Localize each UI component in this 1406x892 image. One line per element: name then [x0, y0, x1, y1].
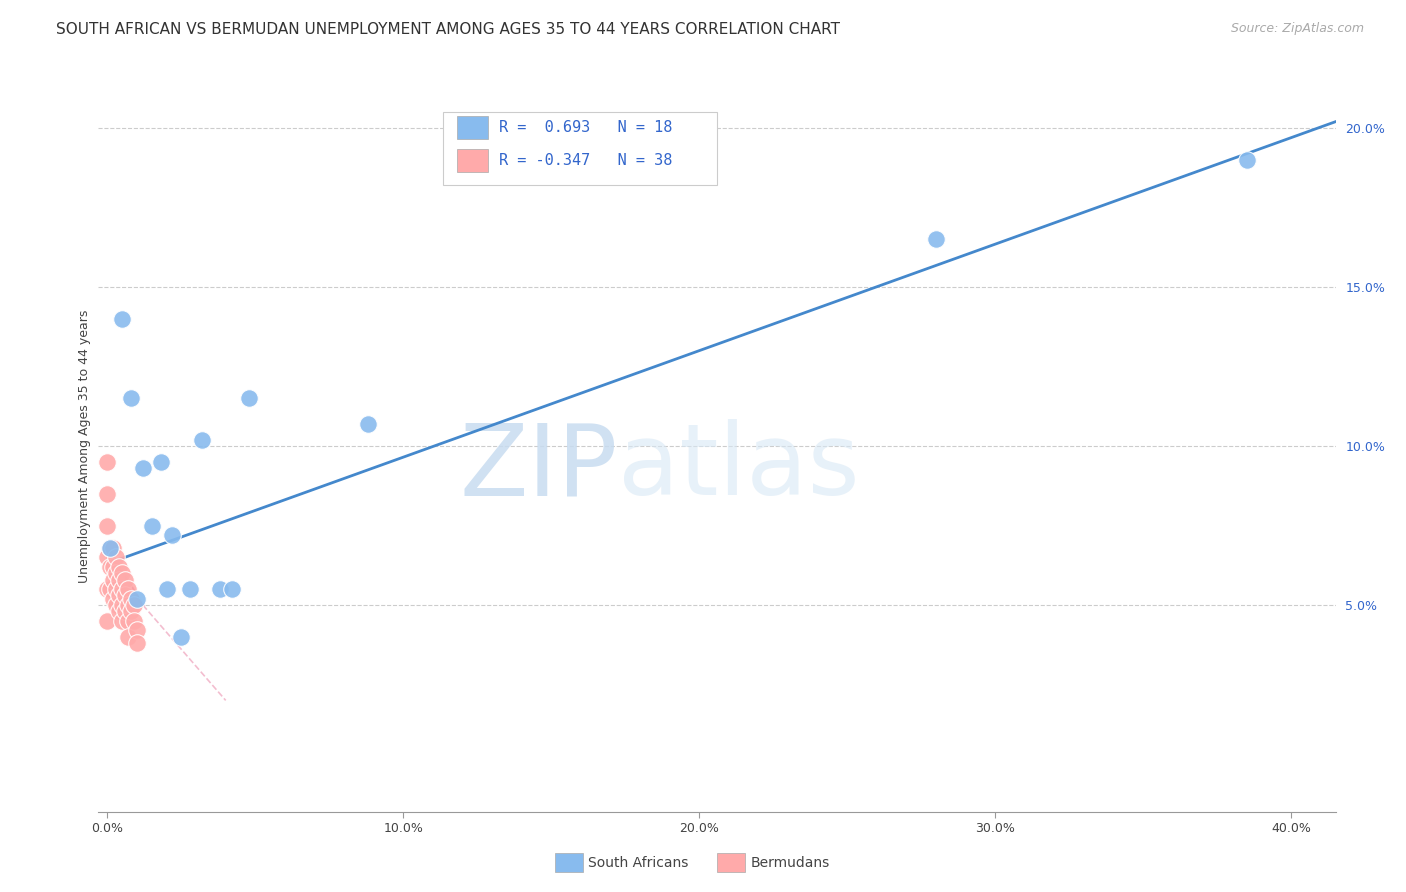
Point [122, 598, 145, 612]
Text: Bermudans: Bermudans [751, 855, 830, 870]
Text: R = -0.347   N = 38: R = -0.347 N = 38 [499, 153, 672, 168]
Point [111, 566, 134, 581]
Point [96, 455, 118, 469]
Text: R =  0.693   N = 18: R = 0.693 N = 18 [499, 120, 672, 135]
Text: SOUTH AFRICAN VS BERMUDAN UNEMPLOYMENT AMONG AGES 35 TO 44 YEARS CORRELATION CHA: SOUTH AFRICAN VS BERMUDAN UNEMPLOYMENT A… [56, 22, 841, 37]
Text: South Africans: South Africans [588, 855, 688, 870]
Point [103, 559, 125, 574]
Point [108, 604, 131, 618]
Point [98, 559, 121, 574]
Point [103, 541, 125, 555]
Point [357, 417, 380, 431]
Point [108, 559, 131, 574]
Point [155, 582, 177, 596]
Point [132, 461, 155, 475]
Point [120, 392, 142, 406]
Point [111, 598, 134, 612]
Point [1236, 153, 1258, 167]
Point [125, 591, 148, 606]
Point [120, 604, 142, 618]
Point [191, 433, 214, 447]
Point [96, 614, 118, 628]
Point [105, 582, 128, 596]
Point [114, 573, 136, 587]
Point [125, 636, 148, 650]
Point [125, 624, 148, 638]
Point [179, 582, 201, 596]
Point [98, 541, 121, 555]
Point [96, 486, 118, 500]
Point [103, 591, 125, 606]
Point [111, 582, 134, 596]
Point [103, 573, 125, 587]
Point [117, 582, 139, 596]
Point [108, 573, 131, 587]
Point [238, 392, 260, 406]
Point [105, 550, 128, 565]
Point [111, 614, 134, 628]
Point [208, 582, 231, 596]
Text: ZIP: ZIP [460, 419, 619, 516]
Point [105, 566, 128, 581]
Point [117, 630, 139, 644]
Point [221, 582, 243, 596]
Point [96, 582, 118, 596]
Text: Source: ZipAtlas.com: Source: ZipAtlas.com [1230, 22, 1364, 36]
Point [120, 591, 142, 606]
Point [162, 528, 184, 542]
Point [149, 455, 172, 469]
Point [98, 541, 121, 555]
Point [96, 518, 118, 533]
Point [105, 598, 128, 612]
Point [114, 589, 136, 603]
Y-axis label: Unemployment Among Ages 35 to 44 years: Unemployment Among Ages 35 to 44 years [79, 310, 91, 582]
Point [96, 550, 118, 565]
Point [141, 518, 163, 533]
Point [925, 232, 948, 246]
Point [117, 614, 139, 628]
Point [98, 582, 121, 596]
Point [170, 630, 193, 644]
Point [117, 598, 139, 612]
Point [108, 589, 131, 603]
Point [114, 604, 136, 618]
Text: atlas: atlas [619, 419, 859, 516]
Point [122, 614, 145, 628]
Point [111, 311, 134, 326]
